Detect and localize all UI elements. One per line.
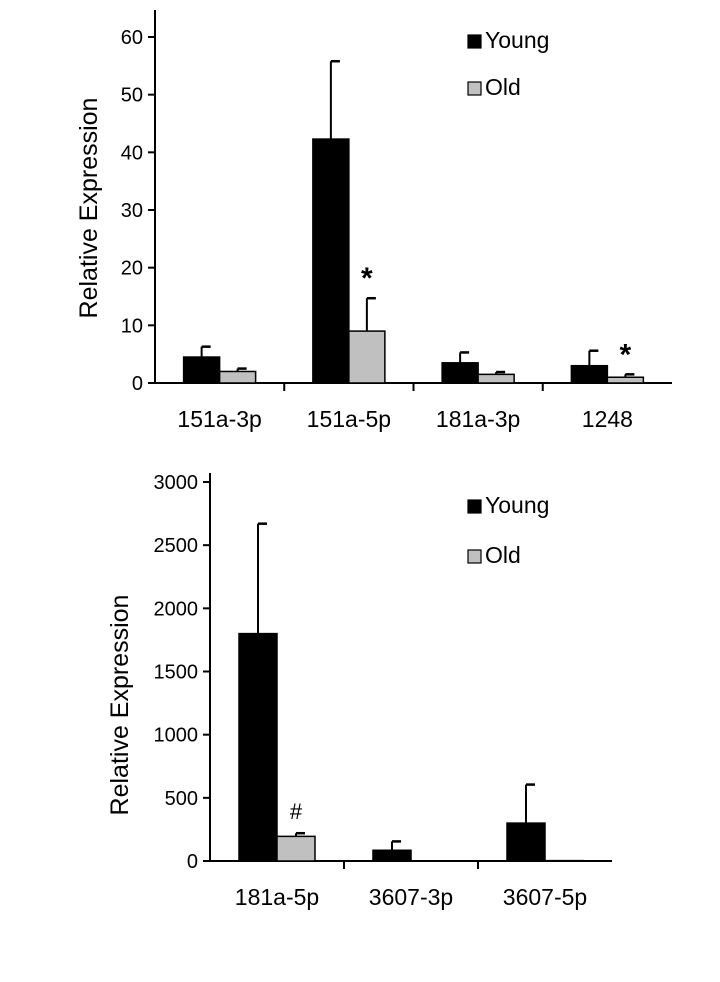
category-label: 181a-3p xyxy=(436,406,520,432)
significance-marker: # xyxy=(290,799,303,824)
y-tick-label: 0 xyxy=(187,851,198,873)
chart-2: 0 500 1000 1500 2000 2500 3000 Relative Express… xyxy=(106,472,612,910)
bar-young xyxy=(182,356,221,384)
y-tick-label: 2500 xyxy=(154,535,199,557)
legend-label: Old xyxy=(485,74,521,100)
chart-1: 0 10 20 30 40 50 60 Relative Expression 151a-3p 1… xyxy=(75,10,672,432)
legend-label: Young xyxy=(485,492,549,518)
y-tick-label: 10 xyxy=(121,315,143,337)
category-label: 151a-3p xyxy=(177,406,261,432)
y-tick-label: 20 xyxy=(121,258,143,280)
y-tick-label: 30 xyxy=(121,200,143,222)
y-axis-title: Relative Expression xyxy=(75,98,103,319)
bar-old xyxy=(477,373,515,384)
bar-young xyxy=(372,849,412,862)
legend-swatch-old xyxy=(467,549,482,564)
significance-marker: * xyxy=(361,262,373,295)
significance-marker: * xyxy=(620,338,632,371)
bar-old xyxy=(218,370,257,384)
category-label: 3607-3p xyxy=(369,884,453,910)
legend-swatch-young xyxy=(467,34,482,49)
y-tick-label: 50 xyxy=(121,85,143,107)
y-tick-label: 1500 xyxy=(154,662,199,684)
legend-swatch-old xyxy=(467,81,482,96)
legend-label: Old xyxy=(485,542,521,568)
y-tick-label: 40 xyxy=(121,142,143,164)
y-tick-label: 2000 xyxy=(154,598,199,620)
legend: Young Old xyxy=(467,27,549,100)
y-tick-label: 60 xyxy=(121,27,143,49)
y-tick-label: 0 xyxy=(132,373,143,395)
category-label: 181a-5p xyxy=(235,884,319,910)
category-label: 151a-5p xyxy=(307,406,391,432)
bar-young xyxy=(312,138,350,384)
bar-young xyxy=(570,364,609,384)
y-axis-title: Relative Expression xyxy=(106,595,134,816)
legend: Young Old xyxy=(467,492,549,568)
bar-young xyxy=(441,362,479,384)
legend-swatch-young xyxy=(467,499,482,514)
bar-young xyxy=(506,822,546,862)
y-tick-label: 1000 xyxy=(154,725,199,747)
bar-young xyxy=(238,632,278,862)
bar-old xyxy=(348,330,386,384)
bar-old xyxy=(276,835,316,862)
category-label: 1248 xyxy=(582,406,633,432)
y-tick-label: 3000 xyxy=(154,472,199,494)
category-label: 3607-5p xyxy=(503,884,587,910)
legend-label: Young xyxy=(485,27,549,53)
y-tick-label: 500 xyxy=(165,788,198,810)
bar-old xyxy=(606,376,645,384)
